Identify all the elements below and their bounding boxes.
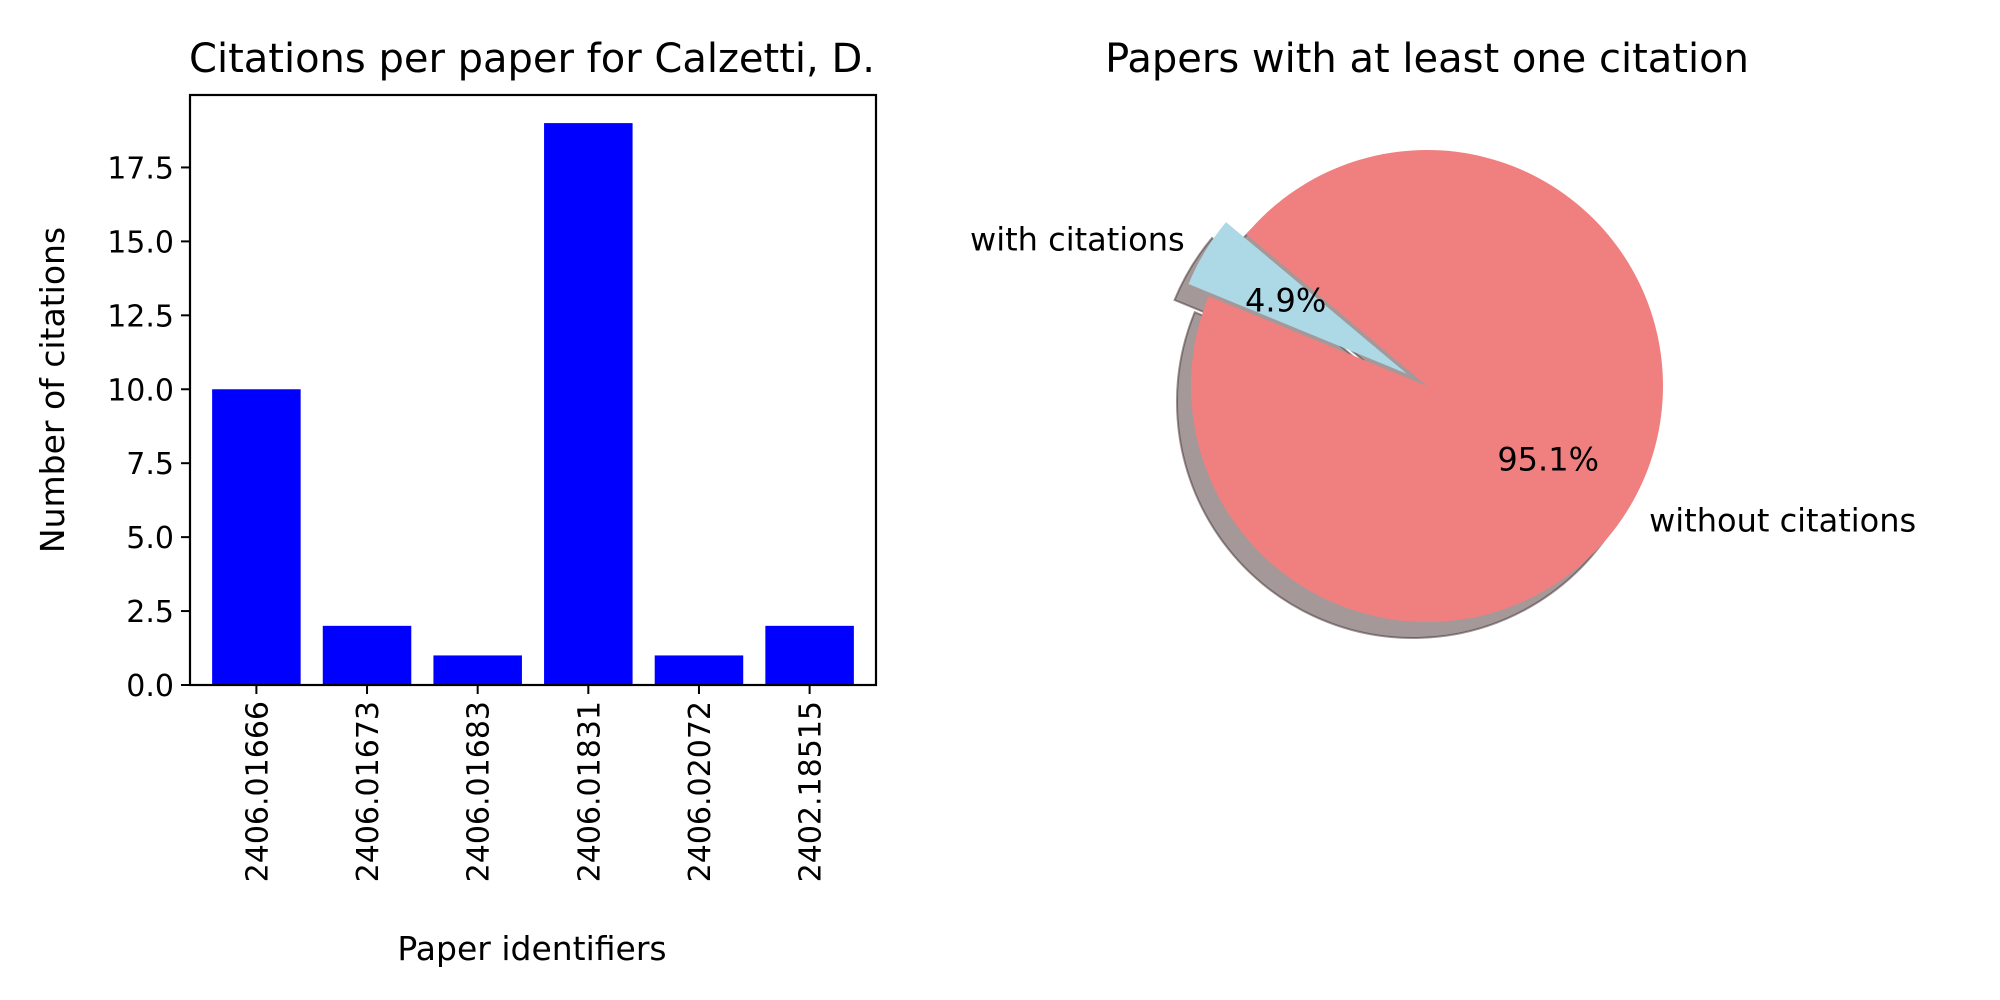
pie-pct-label: 4.9% (1245, 281, 1326, 319)
y-ticks: 0.0 2.5 5.0 7.5 10.0 12.5 15.0 17.5 (107, 151, 190, 704)
bar-2406.01666 (212, 389, 301, 685)
pie-category-label: without citations (1649, 501, 1916, 539)
x-tick-label: 2406.01666 (240, 701, 275, 882)
pie-labels: 4.9% with citations 95.1% without citations (970, 220, 1916, 539)
bar-2406.01673 (322, 625, 412, 685)
x-tick-label: 2406.01673 (351, 701, 386, 882)
pie-chart-title: Papers with at least one citation (1105, 36, 1749, 82)
y-tick-label: 2.5 (126, 595, 174, 630)
pie-pct-label: 95.1% (1497, 440, 1599, 478)
y-tick-label: 10.0 (107, 373, 174, 408)
y-tick-label: 17.5 (107, 151, 174, 186)
y-tick-label: 0.0 (126, 669, 174, 704)
x-tick-label: 2406.01831 (572, 701, 607, 882)
bar-chart-title: Citations per paper for Calzetti, D. (189, 36, 875, 82)
y-tick-label: 5.0 (126, 521, 174, 556)
y-tick-label: 12.5 (107, 299, 174, 334)
pie-chart: Papers with at least one citation 4.9% wi… (970, 36, 1916, 639)
bar-2406.01683 (433, 655, 522, 685)
y-axis-label: Number of citations (33, 227, 72, 553)
bar-2406.02072 (654, 655, 744, 685)
bar-plot-area (190, 95, 876, 685)
pie-slice-with-citations (1188, 222, 1407, 374)
bar-2406.01831 (544, 123, 633, 686)
x-tick-label: 2406.01683 (462, 701, 497, 882)
x-tick-label: 2402.18515 (794, 701, 829, 882)
pie-slice-without-citations (1190, 149, 1663, 622)
bar-plot-frame (188, 93, 878, 687)
bar-2402.18515 (765, 625, 854, 685)
bars (212, 123, 854, 686)
y-tick-label: 15.0 (107, 225, 174, 260)
x-axis-label: Paper identifiers (397, 929, 666, 968)
bar-chart: Citations per paper for Calzetti, D. 0.0… (33, 36, 878, 968)
x-tick-label: 2406.02072 (683, 701, 718, 882)
y-tick-label: 7.5 (126, 447, 174, 482)
pie-category-label: with citations (970, 220, 1185, 258)
x-ticks: 2406.01666 2406.01673 2406.01683 2406.01831… (240, 685, 829, 882)
pie-slices (1188, 149, 1663, 622)
